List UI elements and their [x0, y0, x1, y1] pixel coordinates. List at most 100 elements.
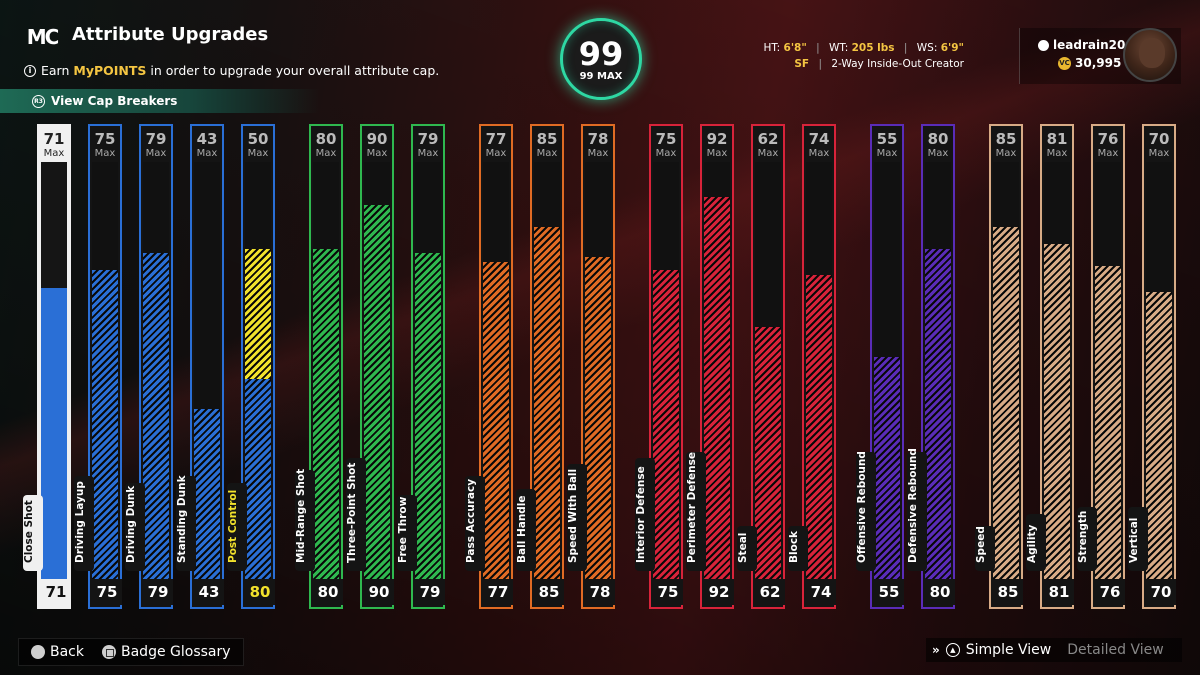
simple-view-option[interactable]: Simple View — [965, 642, 1052, 658]
attribute-fill — [653, 270, 679, 595]
attribute-max-label: Max — [315, 148, 337, 159]
attribute-max-label: Max — [1046, 148, 1068, 159]
attribute-name-tab: Speed With Ball — [567, 464, 587, 571]
back-button[interactable]: Back — [31, 644, 84, 660]
attribute-track — [534, 162, 560, 595]
attribute-max-value: 70 — [1148, 130, 1170, 148]
attribute-boost-fill — [245, 248, 271, 379]
triangle-button-icon: ▲ — [945, 643, 960, 657]
attribute-max-value: 71 — [43, 130, 65, 148]
attribute-mid-range-shot[interactable]: 80 Max 80 Mid-Range Shot — [295, 124, 343, 609]
attribute-max-label: Max — [485, 148, 507, 159]
weight-value: 205 lbs — [851, 42, 895, 54]
attribute-name-tab: Speed — [975, 526, 995, 571]
attribute-max-value: 43 — [196, 130, 218, 148]
attribute-name: Free Throw — [397, 496, 409, 563]
attribute-name-tab: Block — [788, 526, 808, 571]
overall-value: 99 — [578, 34, 624, 73]
attribute-value: 75 — [92, 579, 122, 605]
attribute-max-value: 90 — [366, 130, 388, 148]
attribute-max-value: 62 — [757, 130, 779, 148]
attribute-name-tab: Standing Dunk — [176, 475, 196, 571]
attribute-driving-dunk[interactable]: 79 Max 79 Driving Dunk — [125, 124, 173, 609]
attribute-value: 79 — [143, 579, 173, 605]
attribute-fill — [755, 326, 781, 595]
attribute-name: Ball Handle — [516, 495, 528, 563]
attribute-max-value: 76 — [1097, 130, 1119, 148]
attribute-name-tab: Strength — [1077, 507, 1097, 571]
attribute-max-label: Max — [417, 148, 439, 159]
attribute-track — [1146, 162, 1172, 595]
attribute-track — [92, 162, 118, 595]
wt-label: WT: — [829, 42, 849, 54]
attribute-name: Agility — [1026, 524, 1038, 563]
ws-label: WS: — [916, 42, 938, 54]
ht-label: HT: — [763, 42, 781, 54]
attribute-close-shot[interactable]: 71 Max 71 Close Shot — [23, 124, 71, 609]
attribute-track — [245, 162, 271, 595]
attribute-offensive-rebound[interactable]: 55 Max 55 Offensive Rebound — [856, 124, 904, 609]
attribute-max-value: 92 — [706, 130, 728, 148]
attribute-name-tab: Three-Point Shot — [346, 457, 366, 571]
attribute-ball-handle[interactable]: 85 Max 85 Ball Handle — [516, 124, 564, 609]
attribute-max-label: Max — [247, 148, 269, 159]
attribute-steal[interactable]: 62 Max 62 Steal — [737, 124, 785, 609]
attribute-value: 79 — [415, 579, 445, 605]
attribute-max-value: 80 — [927, 130, 949, 148]
attribute-track — [194, 162, 220, 595]
attribute-agility[interactable]: 81 Max 81 Agility — [1026, 124, 1074, 609]
attribute-fill — [1044, 244, 1070, 595]
attribute-name: Standing Dunk — [176, 475, 188, 563]
attribute-track — [653, 162, 679, 595]
attribute-value: 43 — [194, 579, 224, 605]
cap-breakers-label: View Cap Breakers — [51, 94, 178, 108]
attribute-max-value: 85 — [995, 130, 1017, 148]
attribute-value: 76 — [1095, 579, 1125, 605]
page-title: Attribute Upgrades — [72, 24, 269, 45]
attribute-value: 81 — [1044, 579, 1074, 605]
attribute-perimeter-defense[interactable]: 92 Max 92 Perimeter Defense — [686, 124, 734, 609]
attribute-track — [993, 162, 1019, 595]
attribute-max-label: Max — [1148, 148, 1170, 159]
attribute-name-tab: Offensive Rebound — [856, 451, 876, 571]
attribute-name-tab: Interior Defense — [635, 457, 655, 571]
attribute-value: 55 — [874, 579, 904, 605]
attribute-interior-defense[interactable]: 75 Max 75 Interior Defense — [635, 124, 683, 609]
attribute-max-value: 80 — [315, 130, 337, 148]
attribute-speed[interactable]: 85 Max 85 Speed — [975, 124, 1023, 609]
attribute-name: Speed — [975, 526, 987, 563]
attribute-driving-layup[interactable]: 75 Max 75 Driving Layup — [74, 124, 122, 609]
vc-balance: VC 30,995 — [1058, 56, 1121, 70]
attribute-strength[interactable]: 76 Max 76 Strength — [1077, 124, 1125, 609]
attribute-max-label: Max — [1097, 148, 1119, 159]
chevron-right-icon: » — [932, 643, 940, 657]
attribute-value: 85 — [993, 579, 1023, 605]
attribute-free-throw[interactable]: 79 Max 79 Free Throw — [397, 124, 445, 609]
attribute-name-tab: Vertical — [1128, 507, 1148, 571]
attribute-max-label: Max — [808, 148, 830, 159]
attribute-post-control[interactable]: 50 Max 80 Post Control — [227, 124, 275, 609]
attribute-fill — [993, 226, 1019, 595]
attribute-name: Defensive Rebound — [907, 448, 919, 563]
attribute-value: 70 — [1146, 579, 1176, 605]
attribute-track — [483, 162, 509, 595]
attribute-max-label: Max — [366, 148, 388, 159]
attribute-name-tab: Agility — [1026, 513, 1046, 571]
attribute-vertical[interactable]: 70 Max 70 Vertical — [1128, 124, 1176, 609]
detailed-view-option[interactable]: Detailed View — [1067, 642, 1164, 658]
attribute-track — [415, 162, 441, 595]
attribute-block[interactable]: 74 Max 74 Block — [788, 124, 836, 609]
attribute-fill — [1146, 291, 1172, 595]
attribute-max-value: 85 — [536, 130, 558, 148]
attribute-defensive-rebound[interactable]: 80 Max 80 Defensive Rebound — [907, 124, 955, 609]
attribute-three-point-shot[interactable]: 90 Max 90 Three-Point Shot — [346, 124, 394, 609]
view-cap-breakers-button[interactable]: R3 View Cap Breakers — [0, 89, 320, 113]
attribute-value: 92 — [704, 579, 734, 605]
badge-glossary-button[interactable]: Badge Glossary — [102, 644, 231, 660]
attribute-track — [313, 162, 339, 595]
attribute-name: Close Shot — [23, 500, 35, 563]
attribute-speed-with-ball[interactable]: 78 Max 78 Speed With Ball — [567, 124, 615, 609]
attribute-standing-dunk[interactable]: 43 Max 43 Standing Dunk — [176, 124, 224, 609]
attribute-pass-accuracy[interactable]: 77 Max 77 Pass Accuracy — [465, 124, 513, 609]
attribute-value: 90 — [364, 579, 394, 605]
